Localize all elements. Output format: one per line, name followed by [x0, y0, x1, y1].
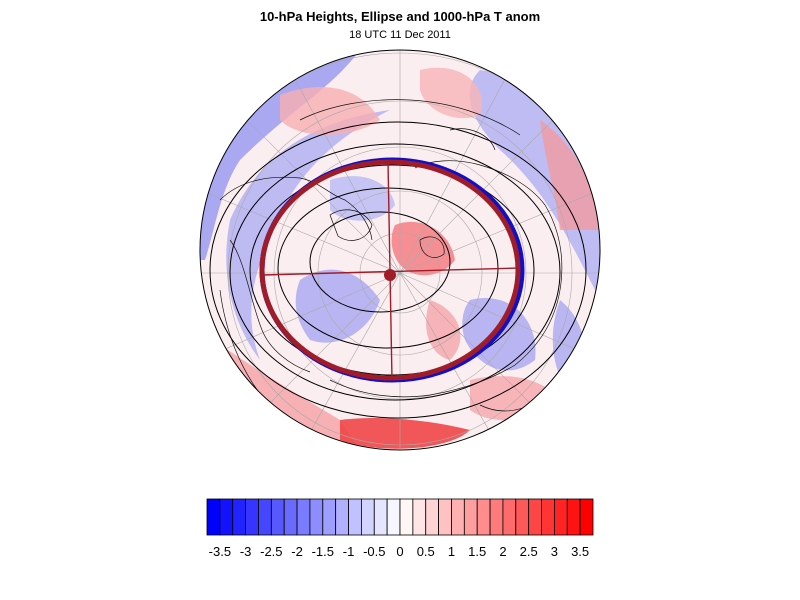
colorbar-swatch — [219, 498, 234, 536]
colorbar-swatch — [348, 498, 362, 536]
warm-anomaly-region — [426, 300, 461, 360]
colorbar-tick-label: -2 — [291, 544, 303, 559]
colorbar-labels: -3.5 -3 -2.5 -2 -1.5 -1 -0.5 0 0.5 1 1.5 2 2.5 3 3.5 — [209, 544, 590, 559]
colorbar-swatch — [373, 498, 388, 536]
colorbar-tick-label: -3.5 — [209, 544, 231, 559]
colorbar-tick-label: -0.5 — [363, 544, 385, 559]
coastlines — [219, 99, 563, 412]
colorbar-swatch — [206, 498, 221, 536]
colorbar-swatch — [309, 498, 324, 536]
warm-anomaly-region — [540, 120, 600, 230]
colorbar-tick-label: 2.5 — [520, 544, 538, 559]
colorbar-tick-label: 3.5 — [571, 544, 589, 559]
globe-outline — [199, 49, 601, 451]
colorbar-swatch — [579, 498, 594, 536]
page-title: 10-hPa Heights, Ellipse and 1000-hPa T a… — [259, 9, 541, 24]
colorbar-tick-label: 0 — [396, 544, 403, 559]
colorbar-tick-label: 0.5 — [417, 544, 435, 559]
colorbar-swatch — [554, 498, 568, 536]
warm-anomaly-region — [280, 87, 380, 135]
colorbar-tick-label: -3 — [240, 544, 252, 559]
colorbar-tick-label: 3 — [551, 544, 558, 559]
colorbar-swatch — [245, 498, 259, 536]
colorbar-swatch — [438, 498, 452, 536]
colorbar-swatch — [335, 498, 349, 536]
colorbar-swatch — [502, 498, 517, 536]
colorbar-swatch — [296, 498, 311, 536]
colorbar-swatch — [360, 498, 375, 536]
colorbar-swatch — [399, 498, 414, 536]
colorbar-swatch — [476, 498, 491, 536]
colorbar-swatch — [425, 498, 440, 536]
colorbar-swatch — [258, 498, 272, 536]
colorbar-swatch — [463, 498, 478, 536]
colorbar-swatch — [515, 498, 530, 536]
page-subtitle: 18 UTC 11 Dec 2011 — [349, 29, 451, 41]
colorbar-tick-label: -2.5 — [260, 544, 282, 559]
cold-anomaly-region — [295, 269, 380, 343]
colorbar-tick-label: 2 — [499, 544, 506, 559]
colorbar-swatch — [566, 498, 581, 536]
vortex-ellipse-outer — [259, 159, 521, 381]
warm-anomaly-region — [420, 67, 482, 119]
colorbar-swatch — [270, 498, 285, 536]
colorbar-swatch — [283, 498, 298, 536]
colorbar-swatch — [232, 498, 246, 536]
colorbar-swatches — [206, 498, 594, 536]
cold-anomaly-region — [226, 110, 390, 360]
colorbar-swatch — [322, 498, 337, 536]
colorbar-swatch — [489, 498, 504, 536]
colorbar-swatch — [451, 498, 465, 536]
colorbar-swatch — [386, 498, 401, 536]
colorbar-swatch — [541, 498, 555, 536]
colorbar-tick-label: -1.5 — [312, 544, 334, 559]
ellipse-center-marker — [384, 269, 396, 281]
colorbar-tick-label: 1.5 — [468, 544, 486, 559]
cold-anomaly-region — [469, 70, 600, 300]
colorbar-swatch — [412, 498, 427, 536]
colorbar-tick-label: -1 — [343, 544, 355, 559]
colorbar-swatch — [528, 498, 542, 536]
colorbar-tick-label: 1 — [448, 544, 455, 559]
